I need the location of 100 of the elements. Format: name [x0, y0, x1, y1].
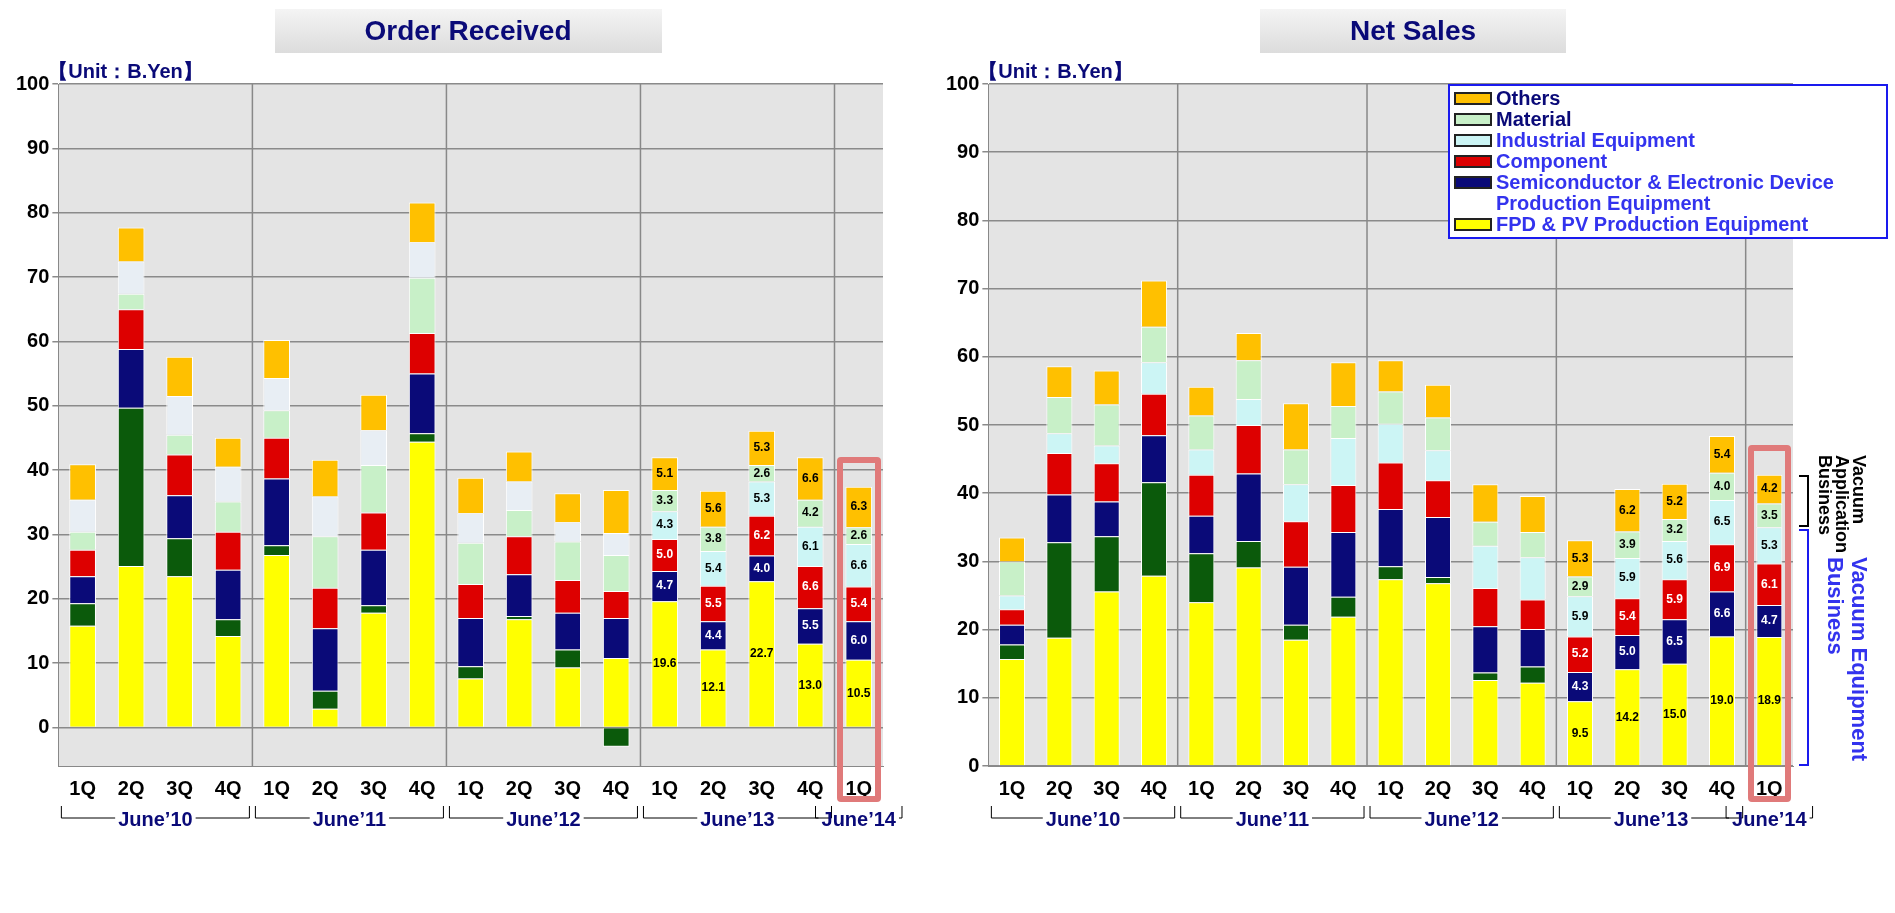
chart-title: Order Received	[274, 9, 662, 53]
data-label: 5.2	[1666, 493, 1684, 508]
data-label: 2.9	[1571, 578, 1589, 593]
data-label: 10.5	[847, 685, 871, 700]
x-tick-label: 1Q	[1377, 776, 1405, 799]
y-tick-label: 90	[957, 139, 980, 162]
x-tick-label: 1Q	[263, 776, 290, 799]
text: 【Unit：B.Yen】	[978, 59, 1133, 82]
x-tick-label: 4Q	[1708, 776, 1736, 799]
legend-label: Component	[1496, 150, 1608, 172]
data-label: 4.3	[656, 517, 674, 532]
y-tick-label: 20	[957, 617, 980, 640]
x-tick-label: 2Q	[1424, 776, 1452, 799]
y-tick-label: 50	[957, 412, 980, 435]
data-label: 14.2	[1615, 709, 1640, 724]
text: June’13	[700, 807, 775, 830]
x-tick-label: 4Q	[602, 776, 630, 799]
x-tick-label: 4Q	[1330, 776, 1357, 799]
x-tick-label: 4Q	[408, 776, 436, 799]
text: June’13	[1613, 807, 1689, 830]
y-tick-label: 0	[38, 714, 50, 737]
x-tick-label: 3Q	[1093, 776, 1121, 799]
data-label: 6.3	[850, 499, 868, 514]
data-label: 5.9	[1619, 570, 1636, 585]
data-label: 5.4	[850, 596, 868, 611]
data-label: 4.7	[1760, 613, 1778, 628]
data-label: 6.5	[1666, 633, 1684, 648]
y-tick-label: 60	[957, 344, 980, 367]
text: June’14	[821, 807, 897, 830]
text: Vacuum Application Business	[1815, 454, 1869, 553]
y-tick-label: 100	[945, 71, 980, 94]
x-tick-label: 3Q	[748, 776, 776, 799]
data-label: 3.3	[656, 492, 674, 507]
data-label: 5.9	[1666, 591, 1684, 606]
data-label: 5.3	[1760, 537, 1778, 552]
data-label: 2.6	[850, 527, 868, 542]
y-tick-label: 60	[27, 328, 50, 351]
x-tick-label: 2Q	[699, 776, 727, 799]
data-label: 5.0	[656, 547, 674, 562]
data-label: 4.7	[656, 578, 674, 593]
data-label: 19.6	[653, 656, 677, 671]
y-tick-label: 10	[27, 650, 50, 673]
x-tick-label: 1Q	[69, 776, 96, 799]
legend-label: Semiconductor & Electronic Device Production Equipment	[1496, 171, 1835, 214]
data-label: 4.0	[1713, 478, 1731, 493]
data-label: 6.2	[753, 527, 771, 542]
text: June’10	[1045, 807, 1121, 830]
data-label: 5.5	[801, 618, 819, 633]
data-label: 15.0	[1662, 706, 1687, 721]
legend-label: FPD & PV Production Equipment	[1496, 213, 1809, 235]
y-tick-label: 80	[27, 200, 50, 223]
data-label: 6.5	[1713, 514, 1731, 529]
x-tick-label: 1Q	[998, 776, 1026, 799]
data-label: 5.3	[753, 490, 771, 505]
data-label: 4.2	[1760, 481, 1778, 496]
data-label: 6.1	[1760, 576, 1778, 591]
data-label: 5.4	[704, 560, 722, 575]
y-tick-label: 90	[27, 135, 50, 158]
text: June’11	[312, 807, 387, 830]
data-label: 6.2	[1619, 502, 1636, 517]
y-tick-label: 100	[15, 71, 50, 94]
x-tick-label: 1Q	[1188, 776, 1215, 799]
y-tick-label: 0	[968, 753, 980, 776]
legend-label: Industrial Equipment	[1496, 129, 1695, 151]
data-label: 5.9	[1571, 608, 1589, 623]
y-tick-label: 80	[957, 207, 980, 230]
x-tick-label: 4Q	[1519, 776, 1547, 799]
data-label: 4.0	[753, 560, 771, 575]
text: Vacuum Equipment Business	[1822, 557, 1872, 764]
chart-title: Net Sales	[1259, 9, 1567, 53]
text: June’12	[506, 807, 581, 830]
data-label: 5.3	[1571, 550, 1589, 565]
data-label: 2.6	[753, 465, 771, 480]
data-label: 4.3	[1571, 678, 1589, 693]
x-tick-label: 2Q	[311, 776, 339, 799]
x-tick-label: 3Q	[166, 776, 193, 799]
x-tick-label: 3Q	[1661, 776, 1689, 799]
data-label: 12.1	[701, 680, 726, 695]
data-label: 5.4	[1619, 608, 1636, 623]
y-tick-label: 10	[957, 685, 980, 708]
data-label: 6.6	[1713, 606, 1731, 621]
data-label: 3.2	[1666, 522, 1684, 537]
data-label: 4.4	[704, 627, 722, 642]
data-label: 5.3	[753, 440, 771, 455]
x-tick-label: 3Q	[360, 776, 388, 799]
data-label: 13.0	[798, 677, 823, 692]
data-label: 5.5	[704, 595, 722, 610]
x-tick-label: 4Q	[1140, 776, 1168, 799]
x-tick-label: 4Q	[796, 776, 824, 799]
y-tick-label: 40	[957, 480, 980, 503]
legend-label: Material	[1496, 108, 1572, 130]
data-label: 5.1	[656, 465, 674, 480]
data-label: 3.5	[1760, 507, 1778, 522]
text: 【Unit：B.Yen】	[48, 59, 203, 82]
x-tick-label: 3Q	[1282, 776, 1310, 799]
text: June’11	[1235, 807, 1310, 830]
data-label: 6.9	[1713, 560, 1731, 575]
data-label: 6.6	[850, 557, 868, 572]
data-label: 6.1	[801, 538, 819, 553]
y-tick-label: 30	[27, 521, 50, 544]
